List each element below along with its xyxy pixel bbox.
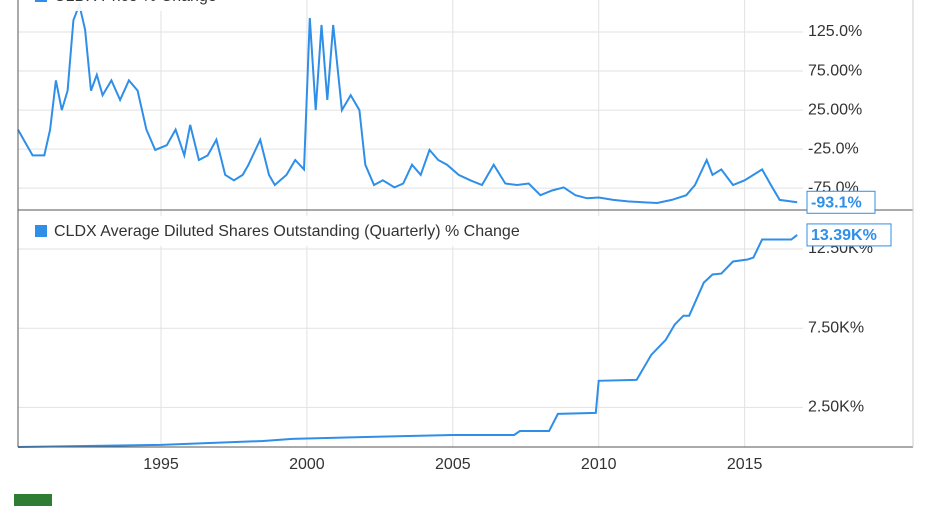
line [17, 1, 798, 205]
end-label: 13.39K% [811, 227, 877, 244]
end-label: -93.1% [811, 194, 862, 211]
legend-swatch [35, 0, 47, 2]
x-tick-label: 2010 [581, 456, 617, 473]
y-tick-label: 2.50K% [808, 399, 864, 416]
y-tick-label: 7.50K% [808, 319, 864, 336]
legend-box [22, 216, 634, 246]
legend-box [22, 0, 267, 11]
logo [14, 494, 52, 506]
x-tick-label: 2005 [435, 456, 471, 473]
y-tick-label: 75.00% [808, 62, 862, 79]
y-tick-label: 25.00% [808, 101, 862, 118]
end-label-box [806, 190, 876, 214]
x-tick-label: 2000 [289, 456, 325, 473]
y-tick-label: 125.0% [808, 23, 862, 40]
line [17, 234, 798, 448]
legend-label: CLDX Average Diluted Shares Outstanding … [54, 223, 520, 240]
legend-swatch [35, 225, 47, 237]
y-tick-label: -25.0% [808, 140, 859, 157]
x-tick-label: 2015 [727, 456, 763, 473]
legend-label: CLDX Price % Change [54, 0, 217, 5]
x-tick-label: 1995 [143, 456, 179, 473]
end-label-box [806, 223, 892, 247]
